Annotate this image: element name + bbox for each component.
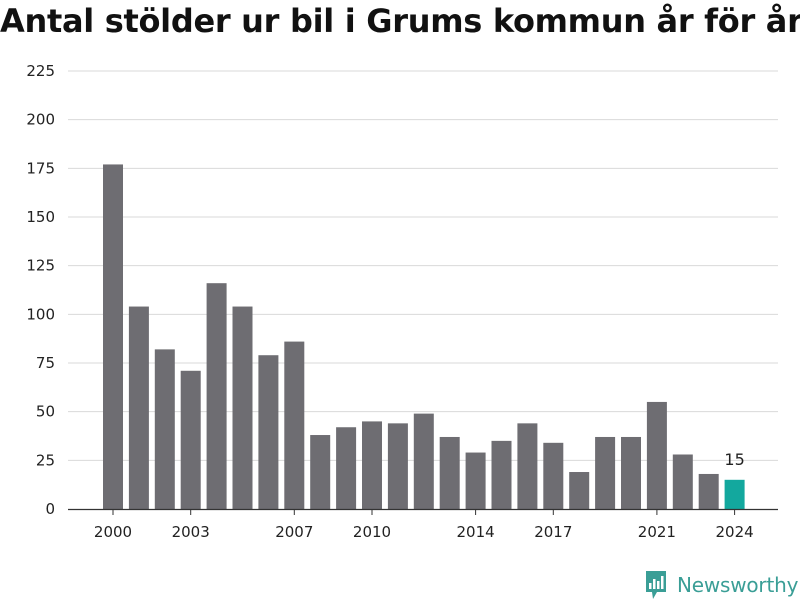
bar-2016 xyxy=(517,423,538,509)
bar-2022 xyxy=(672,454,693,509)
bar-2013 xyxy=(439,436,460,509)
y-tick-label: 225 xyxy=(26,62,55,80)
y-tick-label: 200 xyxy=(26,111,55,129)
bar-2019 xyxy=(595,436,616,509)
bar-2023 xyxy=(698,473,719,509)
brand-name: Newsworthy xyxy=(677,573,799,597)
x-tick-label: 2021 xyxy=(638,523,676,541)
y-tick-label: 125 xyxy=(26,257,55,275)
data-label-highlight: 15 xyxy=(724,450,744,469)
bar-2003 xyxy=(180,370,201,509)
y-axis-ticks: 0 25 50 75 100 125 150 175 200 225 xyxy=(26,62,55,518)
bar-2004 xyxy=(206,283,227,509)
x-tick-label: 2000 xyxy=(94,523,132,541)
bar-2011 xyxy=(387,423,408,509)
y-tick-label: 100 xyxy=(26,305,55,323)
bar-2012 xyxy=(413,413,434,509)
chart-title: Antal stölder ur bil i Grums kommun år f… xyxy=(0,2,800,40)
bar-2014 xyxy=(465,452,486,509)
bar-2018 xyxy=(569,472,590,509)
bar-2021 xyxy=(646,401,667,509)
bar-2020 xyxy=(621,436,641,509)
y-tick-label: 175 xyxy=(26,159,55,177)
y-tick-label: 50 xyxy=(36,403,55,421)
x-tick-label: 2007 xyxy=(275,523,313,541)
x-axis: 2000 2003 2007 2010 2014 2017 2021 2024 xyxy=(68,508,778,541)
newsworthy-logo: Newsworthy xyxy=(644,570,798,600)
bar-2010 xyxy=(362,421,382,509)
y-tick-label: 150 xyxy=(26,208,55,226)
y-tick-label: 75 xyxy=(36,354,55,372)
y-tick-label: 25 xyxy=(36,451,55,469)
x-tick-label: 2014 xyxy=(457,523,495,541)
bar-2007 xyxy=(284,341,305,509)
x-tick-label: 2017 xyxy=(534,523,572,541)
bar-2000 xyxy=(103,164,123,509)
bar-2006 xyxy=(258,355,279,509)
newsworthy-logo-icon xyxy=(646,571,666,599)
x-tick-label: 2003 xyxy=(172,523,210,541)
bar-2015 xyxy=(491,440,512,509)
data-labels: 15 xyxy=(724,450,744,469)
bar-2009 xyxy=(336,427,357,509)
bar-2008 xyxy=(310,435,331,509)
bar-2024 xyxy=(724,479,745,509)
bars xyxy=(103,164,745,509)
bar-2001 xyxy=(128,306,149,509)
bar-2005 xyxy=(232,306,253,509)
bar-2017 xyxy=(543,442,564,509)
bar-2002 xyxy=(154,349,175,509)
x-tick-label: 2024 xyxy=(716,523,754,541)
y-tick-label: 0 xyxy=(45,500,55,518)
x-tick-label: 2010 xyxy=(353,523,391,541)
